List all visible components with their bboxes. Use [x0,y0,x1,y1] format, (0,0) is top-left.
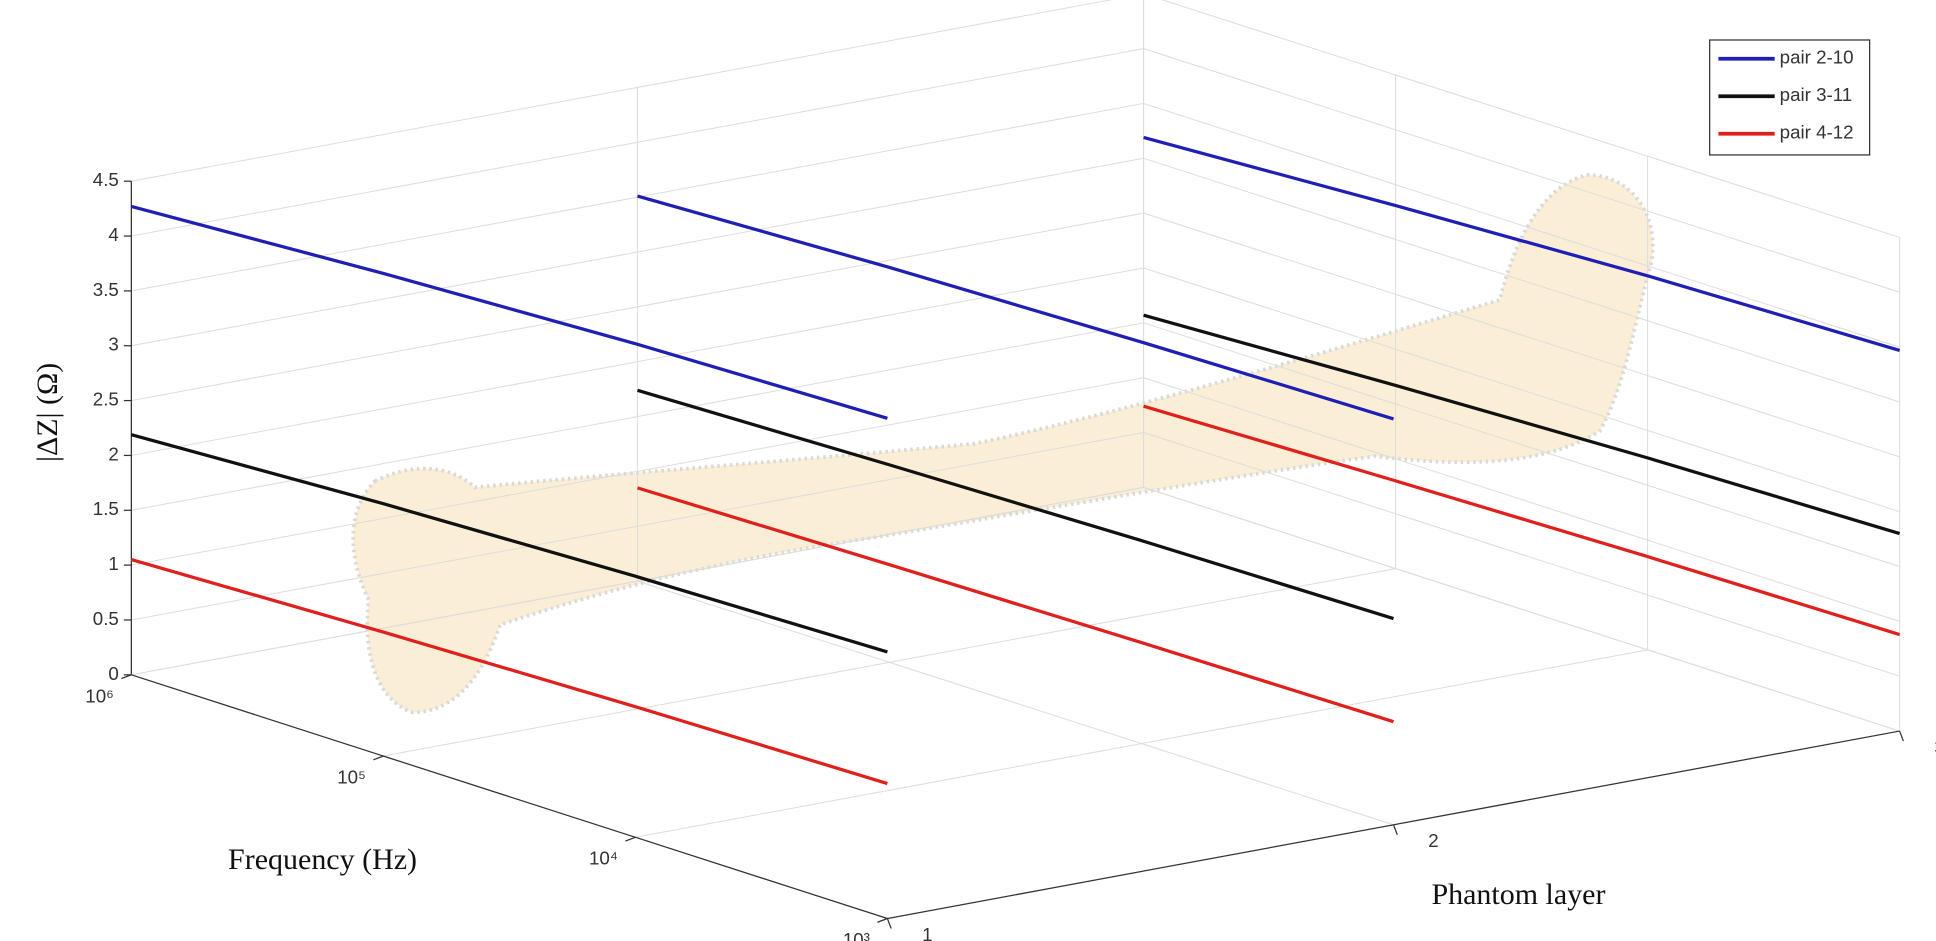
z-tick-label: 2 [108,443,118,464]
legend-label: pair 2-10 [1780,47,1854,68]
z-tick-label: 0 [108,663,118,684]
data-line [637,196,1393,419]
z-tick-label: 4 [108,224,118,245]
z-tick-label: 3.5 [93,279,119,300]
z-axis-title: |ΔZ| (Ω) [31,363,64,462]
legend-label: pair 3-11 [1780,84,1853,105]
grid-line [637,581,1393,825]
grid-line [1144,433,1900,677]
x-axis-title: Frequency (Hz) [228,843,417,876]
z-tick-label: 4.5 [93,169,119,190]
z-tick-label: 1 [108,553,118,574]
tick-mark [1394,825,1398,835]
tick-mark [877,919,887,923]
bone-image [353,175,1653,712]
tick-mark [1900,731,1904,741]
x-tick-label: 10⁴ [589,848,618,869]
grid-line [635,650,1647,837]
x-tick-label: 10⁶ [85,685,114,706]
tick-mark [373,756,383,760]
tick-mark [625,837,635,841]
y-axis-title: Phantom layer [1431,878,1605,911]
grid-line [1144,487,1900,731]
y-tick-label: 2 [1428,830,1438,851]
z-tick-label: 3 [108,334,118,355]
z-tick-label: 0.5 [93,608,119,629]
y-tick-label: 1 [922,924,932,941]
data-line [637,488,1393,722]
z-tick-label: 1.5 [93,498,119,519]
chart: 00.511.522.533.544.510³10⁴10⁵10⁶123 |ΔZ|… [0,0,1936,941]
legend: pair 2-10 pair 3-11 pair 4-12 [1710,40,1870,155]
tick-mark [887,919,891,929]
legend-label: pair 4-12 [1780,122,1854,143]
x-tick-label: 10⁵ [337,766,366,787]
x-tick-label: 10³ [843,929,870,941]
z-tick-label: 2.5 [93,389,119,410]
data-line [131,206,887,418]
axis-line [131,675,887,919]
